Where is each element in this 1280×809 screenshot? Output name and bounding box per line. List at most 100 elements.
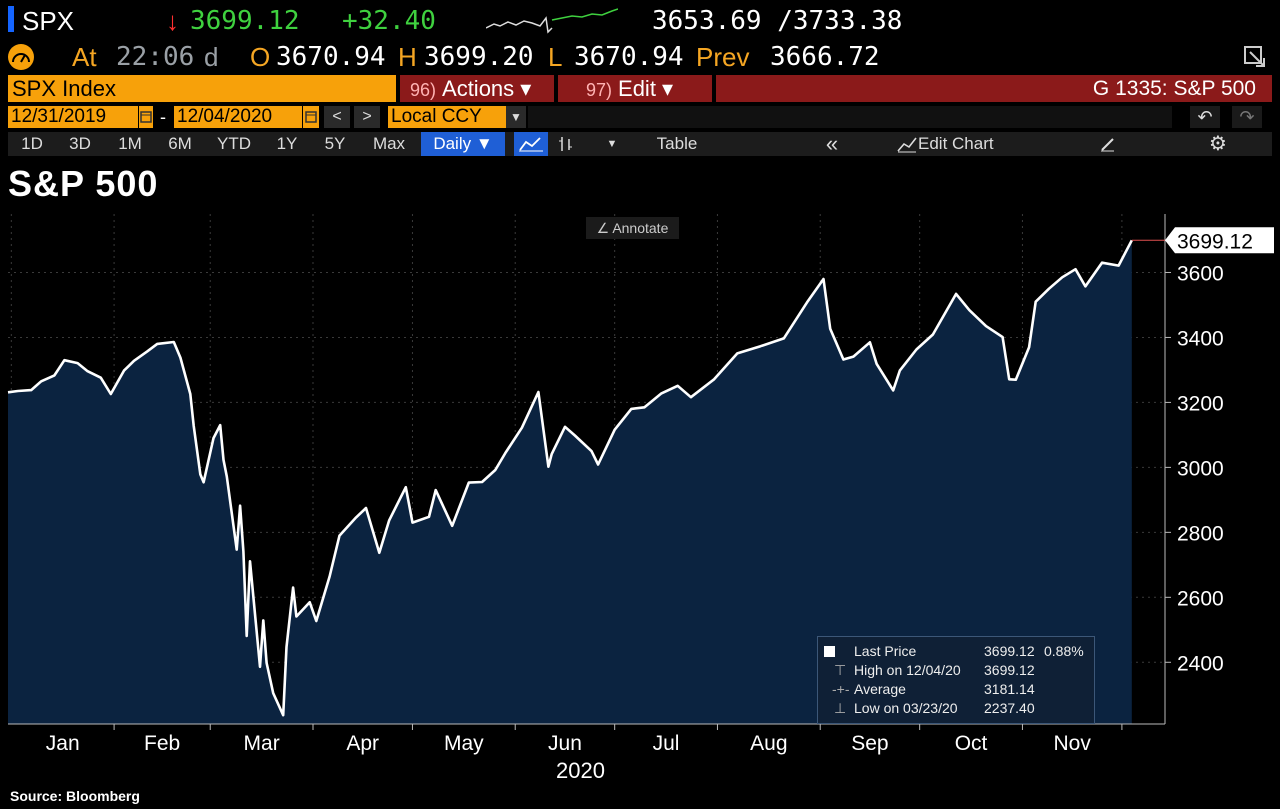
y-tick-label: 3000 bbox=[1177, 457, 1224, 480]
legend-high-value: 3699.12 bbox=[984, 662, 1035, 678]
range-1d[interactable]: 1D bbox=[21, 134, 43, 153]
legend-avg-label: Average bbox=[854, 681, 906, 697]
quote-time: 22:06 bbox=[116, 42, 195, 72]
chart-legend[interactable]: Last Price 3699.12 0.88% ⊤ High on 12/04… bbox=[817, 636, 1095, 724]
edit-menu[interactable]: 97) Edit ▾ bbox=[558, 75, 712, 102]
source-note: Source: Bloomberg bbox=[10, 788, 140, 804]
legend-last-label: Last Price bbox=[854, 643, 917, 659]
redo-icon[interactable]: ↷ bbox=[1232, 106, 1262, 128]
actions-number: 96) bbox=[410, 80, 437, 100]
x-tick-label: Jan bbox=[46, 732, 80, 755]
x-tick-label: Sep bbox=[851, 732, 888, 755]
last-price-marker: 3699.12 bbox=[1131, 227, 1274, 254]
range-6m[interactable]: 6M bbox=[168, 134, 192, 153]
last-price: 3699.12 bbox=[190, 6, 300, 36]
range-ytd[interactable]: YTD bbox=[217, 134, 251, 153]
edit-chart-icon bbox=[896, 134, 918, 154]
bar-chart-icon[interactable] bbox=[552, 132, 580, 156]
actions-menu[interactable]: 96) Actions ▾ bbox=[400, 75, 554, 102]
prev-label: Prev bbox=[696, 42, 750, 72]
price-area bbox=[8, 240, 1132, 725]
settings-gear-icon[interactable]: ⚙ bbox=[1209, 133, 1227, 155]
currency-dropdown-icon[interactable]: ▼ bbox=[506, 106, 526, 128]
price-chart[interactable]: 2400 2600 2800 3000 3200 3400 3600 Jan Feb Mar Ap… bbox=[0, 212, 1280, 758]
annotate-button[interactable]: ∠ Annotate bbox=[586, 217, 679, 239]
sparkline-current bbox=[551, 8, 618, 21]
range-1m[interactable]: 1M bbox=[118, 134, 142, 153]
legend-low-icon: ⊥ bbox=[834, 700, 847, 716]
x-tick-label: Jul bbox=[653, 732, 680, 755]
collapse-icon[interactable]: « bbox=[825, 131, 839, 156]
low-label: L bbox=[548, 42, 563, 72]
legend-low-row: ⊥ Low on 03/23/20 2237.40 bbox=[824, 699, 1088, 717]
pencil-icon[interactable] bbox=[1094, 132, 1122, 156]
open-label: O bbox=[250, 42, 271, 72]
edit-chart-button[interactable]: Edit Chart bbox=[918, 134, 994, 153]
end-date-field[interactable]: 12/04/2020 bbox=[174, 106, 302, 128]
day-range: 3653.69 /3733.38 bbox=[652, 6, 903, 36]
quote-time-suffix: d bbox=[204, 42, 219, 72]
legend-last-value: 3699.12 bbox=[984, 643, 1035, 659]
next-period-button[interactable]: > bbox=[354, 106, 380, 128]
at-label: At bbox=[72, 42, 97, 72]
y-tick-label: 3200 bbox=[1177, 392, 1224, 415]
prev-value: 3666.72 bbox=[770, 42, 880, 72]
range-max[interactable]: Max bbox=[372, 134, 406, 153]
down-arrow-icon: ↓ bbox=[166, 6, 179, 36]
security-field[interactable]: SPX Index bbox=[8, 75, 396, 102]
price-line bbox=[7, 239, 1133, 717]
start-calendar-icon[interactable] bbox=[139, 106, 153, 128]
prev-period-button[interactable]: < bbox=[324, 106, 350, 128]
undo-icon[interactable]: ↶ bbox=[1190, 106, 1220, 128]
date-separator: - bbox=[160, 107, 166, 127]
ticker-color-bar bbox=[8, 6, 14, 32]
x-tick-label: Nov bbox=[1053, 732, 1091, 755]
y-tick-label: 3600 bbox=[1177, 262, 1224, 285]
legend-low-value: 2237.40 bbox=[984, 700, 1035, 716]
legend-last-row: Last Price 3699.12 0.88% bbox=[824, 642, 1088, 660]
range-1y[interactable]: 1Y bbox=[276, 134, 298, 153]
last-price-label: 3699.12 bbox=[1177, 230, 1253, 253]
x-axis: Jan Feb Mar Apr May Jun Jul Aug Sep Oct Nov bbox=[8, 723, 1165, 755]
open-value: 3670.94 bbox=[276, 42, 386, 72]
y-axis: 2400 2600 2800 3000 3200 3400 3600 bbox=[1164, 214, 1224, 724]
range-3d[interactable]: 3D bbox=[69, 134, 91, 153]
chart-toolbar bbox=[8, 132, 1272, 156]
popout-icon[interactable] bbox=[1242, 44, 1268, 70]
legend-last-pct: 0.88% bbox=[1044, 643, 1084, 659]
row4-spacer bbox=[528, 106, 1172, 128]
x-tick-label: May bbox=[444, 732, 484, 755]
end-calendar-icon[interactable] bbox=[303, 106, 319, 128]
legend-low-label: Low on 03/23/20 bbox=[854, 700, 958, 716]
sparkline bbox=[486, 8, 618, 34]
legend-high-icon: ⊤ bbox=[834, 662, 847, 678]
range-5y[interactable]: 5Y bbox=[324, 134, 346, 153]
legend-high-label: High on 12/04/20 bbox=[854, 662, 961, 678]
gauge-icon[interactable] bbox=[8, 44, 34, 70]
start-date-field[interactable]: 12/31/2019 bbox=[8, 106, 138, 128]
x-tick-label: Apr bbox=[346, 732, 379, 755]
y-tick-label: 2400 bbox=[1177, 652, 1224, 675]
edit-number: 97) bbox=[586, 80, 613, 100]
chart-title: S&P 500 bbox=[8, 163, 159, 204]
chart-type-dropdown-icon[interactable]: ▼ bbox=[606, 138, 618, 150]
y-tick-label: 2600 bbox=[1177, 587, 1224, 610]
last-price-box bbox=[1165, 227, 1274, 254]
actions-label: Actions ▾ bbox=[442, 76, 532, 101]
line-chart-icon[interactable] bbox=[514, 132, 548, 156]
currency-field[interactable]: Local CCY bbox=[388, 106, 506, 128]
high-label: H bbox=[398, 42, 417, 72]
legend-avg-value: 3181.14 bbox=[984, 681, 1035, 697]
high-value: 3699.20 bbox=[424, 42, 534, 72]
ticker-symbol[interactable]: SPX bbox=[22, 6, 75, 36]
y-tick-label: 3400 bbox=[1177, 327, 1224, 350]
net-change: +32.40 bbox=[342, 6, 436, 36]
x-tick-label: Feb bbox=[144, 732, 180, 755]
sparkline-prior bbox=[486, 16, 553, 34]
x-tick-label: Jun bbox=[548, 732, 582, 755]
frequency-dropdown[interactable]: Daily ▼ bbox=[421, 132, 505, 156]
table-button[interactable]: Table bbox=[656, 134, 698, 153]
x-tick-label: Oct bbox=[955, 732, 988, 755]
legend-swatch bbox=[824, 646, 835, 657]
y-tick-label: 2800 bbox=[1177, 522, 1224, 545]
